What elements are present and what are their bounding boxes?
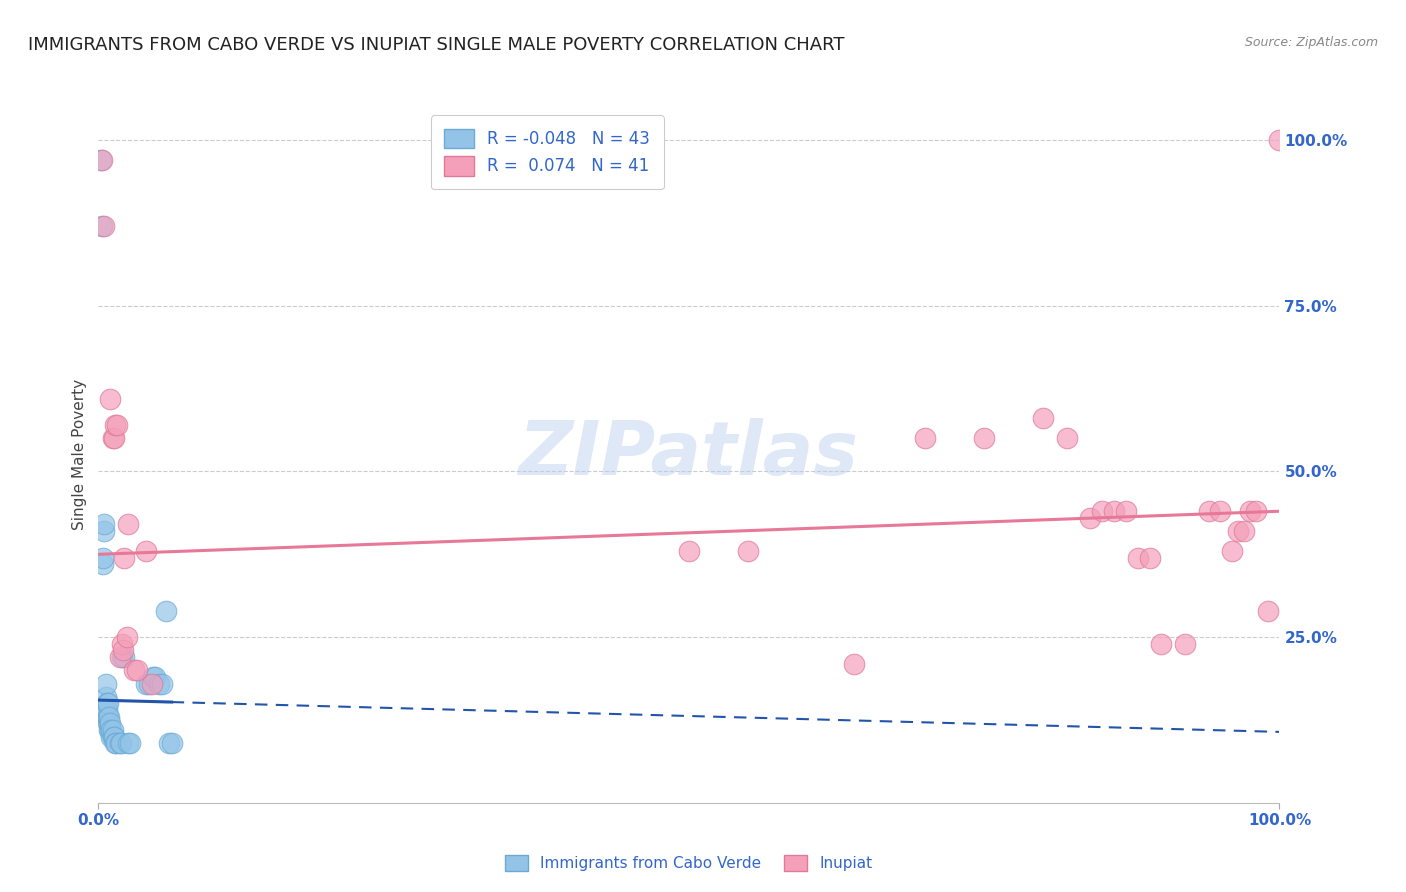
Point xyxy=(1126,550,1149,565)
Point xyxy=(98,723,121,737)
Point xyxy=(150,676,173,690)
Point xyxy=(1244,504,1267,518)
Point xyxy=(1139,550,1161,565)
Point xyxy=(1209,504,1232,518)
Point xyxy=(98,716,121,731)
Point xyxy=(101,431,124,445)
Point xyxy=(141,676,163,690)
Point xyxy=(103,730,125,744)
Point xyxy=(1091,504,1114,518)
Point xyxy=(1239,504,1261,518)
Point xyxy=(1227,524,1250,538)
Point xyxy=(98,392,121,406)
Point xyxy=(135,544,157,558)
Point xyxy=(111,650,134,665)
Point xyxy=(157,736,180,750)
Point xyxy=(97,709,120,723)
Point xyxy=(1080,511,1102,525)
Point xyxy=(115,630,138,644)
Point xyxy=(98,723,121,737)
Point xyxy=(1115,504,1137,518)
Point xyxy=(1102,504,1125,518)
Text: IMMIGRANTS FROM CABO VERDE VS INUPIAT SINGLE MALE POVERTY CORRELATION CHART: IMMIGRANTS FROM CABO VERDE VS INUPIAT SI… xyxy=(28,36,845,54)
Point xyxy=(155,604,177,618)
Legend: Immigrants from Cabo Verde, Inupiat: Immigrants from Cabo Verde, Inupiat xyxy=(498,847,880,879)
Point xyxy=(100,730,122,744)
Point xyxy=(90,153,112,167)
Point xyxy=(973,431,995,445)
Point xyxy=(93,524,115,538)
Point xyxy=(1268,133,1291,147)
Point xyxy=(138,676,160,690)
Point xyxy=(101,723,124,737)
Point xyxy=(100,723,122,737)
Point xyxy=(104,736,127,750)
Point xyxy=(94,676,117,690)
Point xyxy=(1056,431,1078,445)
Point xyxy=(112,550,135,565)
Point xyxy=(105,418,128,433)
Point xyxy=(103,431,125,445)
Point xyxy=(108,650,131,665)
Point xyxy=(914,431,936,445)
Point xyxy=(112,643,135,657)
Point xyxy=(1220,544,1243,558)
Point xyxy=(1233,524,1256,538)
Point xyxy=(160,736,183,750)
Point xyxy=(94,703,117,717)
Point xyxy=(117,736,139,750)
Point xyxy=(97,716,120,731)
Point xyxy=(142,670,165,684)
Point xyxy=(108,736,131,750)
Text: Source: ZipAtlas.com: Source: ZipAtlas.com xyxy=(1244,36,1378,49)
Point xyxy=(111,637,134,651)
Point xyxy=(91,550,114,565)
Point xyxy=(1150,637,1173,651)
Y-axis label: Single Male Poverty: Single Male Poverty xyxy=(72,379,87,531)
Point xyxy=(105,736,128,750)
Point xyxy=(103,730,125,744)
Point xyxy=(135,676,157,690)
Point xyxy=(91,558,114,572)
Point xyxy=(96,709,118,723)
Point xyxy=(94,690,117,704)
Point xyxy=(112,650,135,665)
Point xyxy=(96,697,118,711)
Point xyxy=(93,517,115,532)
Point xyxy=(96,703,118,717)
Point xyxy=(93,219,115,234)
Point xyxy=(110,736,132,750)
Point xyxy=(127,663,149,677)
Point xyxy=(104,418,127,433)
Point xyxy=(737,544,759,558)
Point xyxy=(98,709,121,723)
Point xyxy=(1174,637,1197,651)
Point xyxy=(143,670,166,684)
Point xyxy=(120,736,142,750)
Point xyxy=(117,517,139,532)
Point xyxy=(91,153,114,167)
Point xyxy=(678,544,700,558)
Point xyxy=(98,716,121,731)
Text: ZIPatlas: ZIPatlas xyxy=(519,418,859,491)
Point xyxy=(122,663,145,677)
Point xyxy=(101,730,124,744)
Point xyxy=(148,676,170,690)
Point xyxy=(1257,604,1279,618)
Point xyxy=(1032,411,1054,425)
Point xyxy=(844,657,866,671)
Point xyxy=(1198,504,1220,518)
Point xyxy=(97,697,120,711)
Point xyxy=(91,219,114,234)
